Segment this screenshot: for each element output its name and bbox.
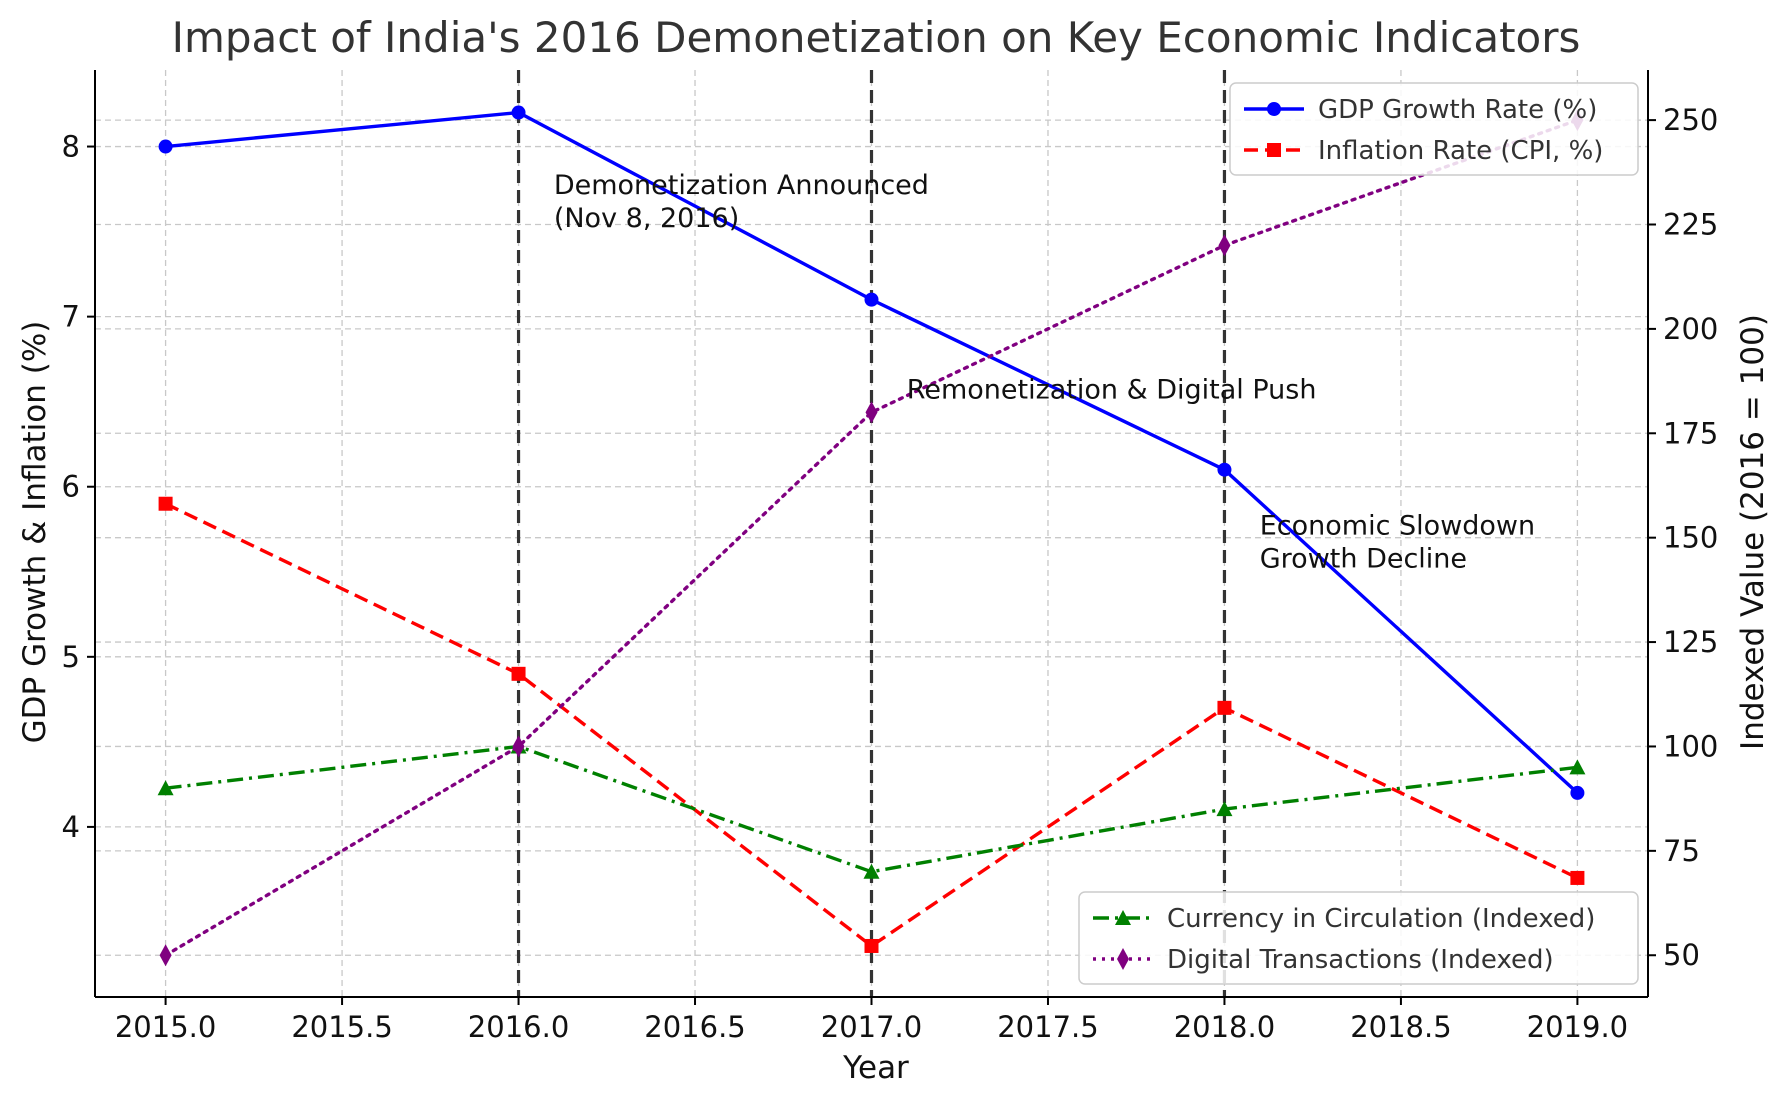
- series-line: [164, 502, 1579, 949]
- annotation-text: Demonetization Announced: [554, 170, 929, 201]
- data-point: [1216, 801, 1233, 817]
- y-tick-label-right: 50: [1663, 938, 1700, 972]
- data-point: [159, 944, 172, 967]
- legend-marker: [1117, 948, 1129, 970]
- data-point: [1218, 234, 1231, 257]
- y-tick-label-right: 200: [1663, 312, 1718, 346]
- x-tick-label: 2016.0: [468, 1010, 569, 1044]
- y-tick-label-left: 6: [62, 470, 80, 504]
- annotation-text: Remonetization & Digital Push: [907, 374, 1317, 405]
- chart-title: Impact of India's 2016 Demonetization on…: [172, 13, 1581, 62]
- data-point: [511, 105, 526, 120]
- y-tick-label-right: 150: [1663, 521, 1718, 555]
- data-point: [863, 863, 880, 879]
- x-tick-label: 2018.5: [1350, 1010, 1451, 1044]
- legend-legend_upper: GDP Growth Rate (%) Inflation Rate (CPI, …: [1229, 82, 1639, 176]
- annotation-text: Growth Decline: [1260, 543, 1467, 574]
- legends: GDP Growth Rate (%) Inflation Rate (CPI, …: [1078, 82, 1639, 985]
- annotation-text: Economic Slowdown: [1260, 510, 1535, 541]
- x-tick-label: 2018.0: [1174, 1010, 1275, 1044]
- annotations: Demonetization Announced(Nov 8, 2016) Rem…: [554, 170, 1535, 574]
- y-tick-label-right: 75: [1663, 834, 1700, 868]
- y-tick-label-right: 100: [1663, 729, 1718, 763]
- x-tick-label: 2015.0: [115, 1010, 216, 1044]
- y-tick-label-right: 125: [1663, 625, 1718, 659]
- data-point: [511, 666, 526, 681]
- y-tick-label-right: 175: [1663, 416, 1718, 450]
- y-tick-label-left: 5: [62, 640, 80, 674]
- data-point: [512, 735, 525, 758]
- legend-label: Inflation Rate (CPI, %): [1318, 136, 1603, 166]
- legend-label: Currency in Circulation (Indexed): [1167, 904, 1595, 934]
- y-tick-label-left: 8: [62, 130, 80, 164]
- x-axis-label: Year: [842, 1050, 909, 1086]
- x-tick-label: 2019.0: [1527, 1010, 1628, 1044]
- legend-marker: [1115, 910, 1131, 925]
- data-point: [864, 292, 879, 307]
- legend-legend_lower: Currency in Circulation (Indexed) Digital…: [1078, 891, 1639, 985]
- legend-marker: [1267, 102, 1281, 116]
- legend-box: [1229, 82, 1639, 176]
- data-point: [157, 780, 174, 796]
- data-point: [1217, 700, 1232, 715]
- annotation-text: (Nov 8, 2016): [554, 203, 739, 234]
- event-lines: [516, 70, 1227, 997]
- legend-label: Digital Transactions (Indexed): [1167, 945, 1554, 975]
- data-point: [158, 139, 173, 154]
- series-group: [157, 105, 1586, 967]
- x-tick-label: 2017.0: [821, 1010, 922, 1044]
- axes: 2015.0 2015.5 2016.0 2016.5 2017.0 2017.5 2018…: [62, 70, 1718, 1044]
- data-point: [1569, 759, 1586, 775]
- y-tick-label-right: 250: [1663, 103, 1718, 137]
- data-point: [1217, 462, 1232, 477]
- data-point: [1570, 870, 1585, 885]
- x-tick-label: 2015.5: [291, 1010, 392, 1044]
- data-point: [864, 938, 879, 953]
- y-axis-label-right: Indexed Value (2016 = 100): [1735, 314, 1771, 750]
- y-axis-label-left: GDP Growth & Inflation (%): [17, 321, 53, 744]
- data-point: [865, 401, 878, 424]
- series-line: [163, 118, 1580, 957]
- y-tick-label-left: 4: [62, 810, 80, 844]
- data-point: [1570, 785, 1585, 800]
- x-tick-label: 2017.5: [997, 1010, 1098, 1044]
- y-tick-label-left: 7: [62, 300, 80, 334]
- y-tick-label-right: 225: [1663, 208, 1718, 242]
- series-1: [158, 496, 1585, 953]
- data-point: [158, 496, 173, 511]
- legend-box: [1078, 891, 1639, 985]
- legend-label: GDP Growth Rate (%): [1318, 95, 1597, 125]
- x-tick-label: 2016.5: [644, 1010, 745, 1044]
- legend-marker: [1267, 143, 1281, 157]
- series-0: [158, 105, 1585, 800]
